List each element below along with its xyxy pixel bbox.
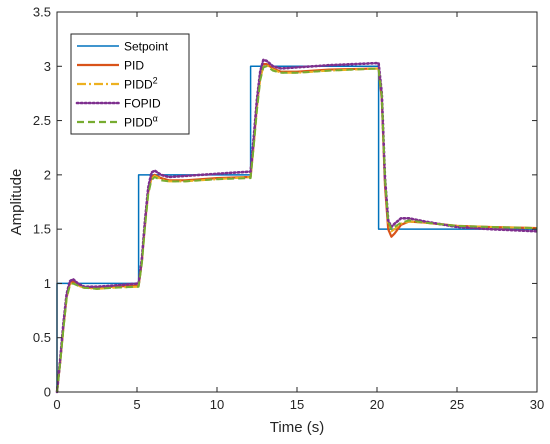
legend-label: PIDD2: [124, 76, 158, 92]
y-tick-label: 1: [44, 276, 51, 291]
legend-label: PID: [124, 59, 144, 73]
y-tick-label: 3.5: [33, 5, 51, 20]
x-tick-label: 30: [530, 397, 544, 412]
y-tick-label: 3: [44, 59, 51, 74]
x-tick-label: 0: [53, 397, 60, 412]
x-axis-title: Time (s): [270, 419, 324, 436]
y-axis-title: Amplitude: [8, 169, 25, 236]
y-tick-label: 2: [44, 167, 51, 182]
x-tick-label: 25: [450, 397, 464, 412]
y-tick-label: 2.5: [33, 113, 51, 128]
legend-label: Setpoint: [124, 40, 169, 54]
y-axis-ticks: 0 0.5 1 1.5 2 2.5 3 3.5: [33, 5, 537, 400]
legend: Setpoint PID PIDD2 FOPID PIDDα: [70, 33, 190, 135]
x-axis-ticks: 0 5 10 15 20 25 30: [53, 12, 544, 412]
legend-label: PIDDα: [124, 114, 158, 130]
y-tick-label: 1.5: [33, 222, 51, 237]
series-layer: [55, 58, 539, 394]
x-tick-label: 5: [133, 397, 140, 412]
x-tick-label: 15: [290, 397, 304, 412]
legend-label: FOPID: [124, 97, 161, 111]
x-tick-label: 20: [370, 397, 384, 412]
x-tick-label: 10: [210, 397, 224, 412]
y-tick-label: 0: [44, 385, 51, 400]
y-tick-label: 0.5: [33, 330, 51, 345]
series-line-pidd-4: [56, 65, 538, 393]
